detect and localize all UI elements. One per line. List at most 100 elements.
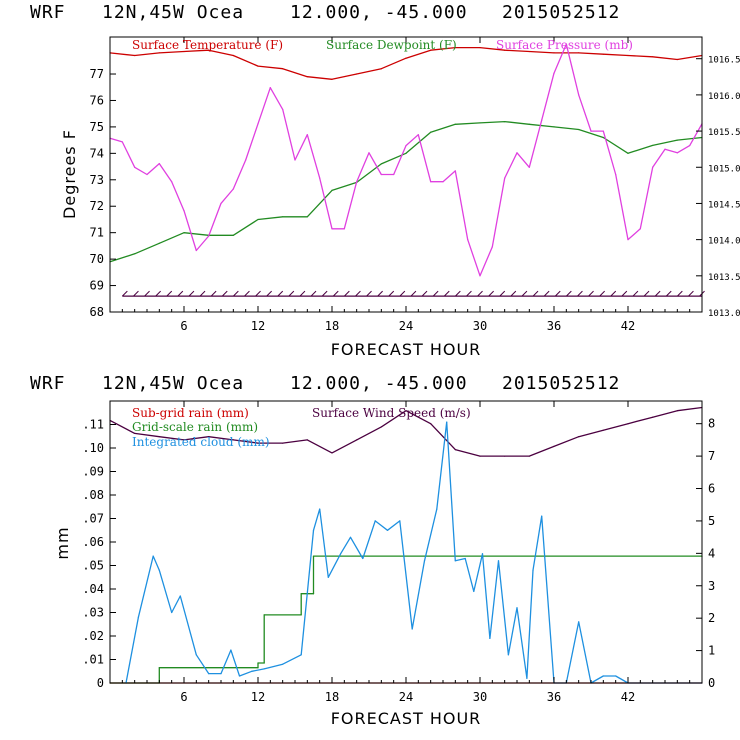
wind-barb <box>121 290 128 297</box>
data-point-integrated-cloud-mm <box>526 677 528 679</box>
wind-barb <box>177 290 184 297</box>
data-point-integrated-cloud-mm <box>615 675 617 677</box>
y-tick-label-10: .10 <box>82 441 104 455</box>
data-point-surface-pressure-mb <box>269 87 271 89</box>
data-point-surface-pressure-mb <box>467 239 469 241</box>
data-point-surface-pressure-mb <box>158 163 160 165</box>
panel2-header-coords: 12.000, -45.000 <box>290 373 468 394</box>
wind-barb <box>577 290 583 297</box>
data-point-surface-temperature-f <box>306 76 308 78</box>
data-point-grid-scale-rain-mm <box>312 555 315 557</box>
y2-tick-label-1015-0: 1015.0 <box>708 164 740 174</box>
data-point-surface-pressure-mb <box>232 188 234 190</box>
wind-barb <box>554 290 561 297</box>
data-point-surface-temperature-f <box>430 49 432 51</box>
wind-barb <box>199 290 206 297</box>
data-point-integrated-cloud-mm <box>158 569 160 571</box>
data-point-surface-wind-speed-m-s <box>528 455 530 457</box>
wind-barb <box>643 290 650 297</box>
panel1-x-axis-label: FORECAST HOUR <box>331 340 482 359</box>
y2-tick-label-7: 7 <box>708 449 715 463</box>
wind-barb <box>610 290 617 297</box>
x-tick-label-42: 42 <box>621 319 635 333</box>
data-point-surface-temperature-f <box>652 56 654 58</box>
data-point-surface-pressure-mb <box>121 141 123 143</box>
legend-surface-temperature: Surface Temperature (F) <box>132 38 283 52</box>
y-tick-label-11: .11 <box>82 418 104 432</box>
x-tick-label-6: 6 <box>180 690 187 704</box>
data-point-integrated-cloud-mm <box>578 621 580 623</box>
y-tick-label-02: .02 <box>82 629 104 643</box>
data-point-integrated-cloud-mm <box>454 560 456 562</box>
data-point-surface-temperature-f <box>405 57 407 59</box>
data-point-surface-temperature-f <box>627 54 629 57</box>
data-point-surface-pressure-mb <box>615 173 617 176</box>
data-point-surface-temperature-f <box>158 52 160 54</box>
data-point-surface-pressure-mb <box>479 275 481 277</box>
data-point-integrated-cloud-mm <box>179 595 181 597</box>
y2-tick-label-1016-5: 1016.5 <box>708 56 740 66</box>
wind-barb <box>477 290 483 297</box>
panel-temperature: WRF 12N,45W Ocea 12.000, -45.000 2015052… <box>30 2 740 359</box>
wind-barb <box>510 290 517 297</box>
y-tick-label-04: .04 <box>82 582 104 596</box>
legend-sub-grid-rain: Sub-grid rain (mm) <box>132 406 249 420</box>
data-point-surface-wind-speed-m-s <box>158 436 160 438</box>
wind-barb <box>565 290 572 297</box>
panel2-x-axis-label: FORECAST HOUR <box>331 709 482 728</box>
data-point-surface-wind-speed-m-s <box>208 436 210 438</box>
wind-barb <box>654 290 661 297</box>
y-tick-label-72: 72 <box>90 199 104 213</box>
data-point-surface-pressure-mb <box>220 202 222 205</box>
data-point-surface-dewpoint-f <box>627 152 629 154</box>
panel2-y-axis-left: 0 .01 .02 .03 .04 .05 .06 .07 .08 .09 .10 .11 <box>82 418 116 690</box>
wind-barb <box>521 290 528 297</box>
data-point-surface-temperature-f <box>504 49 506 51</box>
data-point-surface-wind-speed-m-s <box>479 455 481 457</box>
data-point-surface-dewpoint-f <box>380 163 382 165</box>
data-point-surface-dewpoint-f <box>158 242 160 244</box>
data-point-surface-wind-speed-m-s <box>504 455 506 457</box>
data-point-integrated-cloud-mm <box>516 607 518 609</box>
data-point-surface-temperature-f <box>380 68 382 70</box>
x-tick-label-18: 18 <box>325 319 339 333</box>
data-point-grid-scale-rain-mm <box>263 614 265 616</box>
data-point-integrated-cloud-mm <box>349 536 352 538</box>
y-tick-label-07: .07 <box>82 512 104 526</box>
y2-tick-label-3: 3 <box>708 579 715 593</box>
data-point-integrated-cloud-mm <box>507 654 509 656</box>
data-point-integrated-cloud-mm <box>282 663 284 665</box>
data-point-surface-pressure-mb <box>491 246 493 248</box>
data-point-surface-pressure-mb <box>146 173 148 176</box>
data-point-surface-dewpoint-f <box>282 216 284 218</box>
data-point-surface-pressure-mb <box>282 108 284 110</box>
data-point-surface-dewpoint-f <box>504 121 506 123</box>
wind-barb <box>355 290 361 297</box>
y2-tick-label-5: 5 <box>708 514 715 528</box>
y-tick-label-77: 77 <box>90 67 104 81</box>
legend-surface-wind-speed: Surface Wind Speed (m/s) <box>312 406 471 420</box>
data-point-integrated-cloud-mm <box>263 668 265 670</box>
wind-barb <box>221 290 228 297</box>
y-tick-label-68: 68 <box>90 305 104 319</box>
data-point-integrated-cloud-mm <box>230 649 232 651</box>
data-point-surface-pressure-mb <box>454 170 456 172</box>
y-tick-label-76: 76 <box>90 93 104 107</box>
data-point-grid-scale-rain-mm <box>300 593 302 595</box>
data-point-surface-pressure-mb <box>393 173 395 176</box>
data-point-surface-temperature-f <box>479 46 481 49</box>
data-point-integrated-cloud-mm <box>312 529 315 531</box>
panel1-header-coords: 12.000, -45.000 <box>290 2 468 23</box>
data-point-surface-temperature-f <box>134 54 136 57</box>
panel1-y-axis-label: Degrees F <box>60 129 79 219</box>
data-point-integrated-cloud-mm <box>171 611 173 614</box>
data-point-surface-dewpoint-f <box>183 232 185 234</box>
x-tick-label-42: 42 <box>621 690 635 704</box>
data-point-surface-temperature-f <box>208 49 210 51</box>
legend-integrated-cloud: Integrated cloud (mm) <box>132 435 270 449</box>
data-point-surface-temperature-f <box>454 46 456 49</box>
wind-barb <box>155 290 161 297</box>
wind-barb <box>210 290 217 297</box>
data-point-integrated-cloud-mm <box>220 673 222 675</box>
